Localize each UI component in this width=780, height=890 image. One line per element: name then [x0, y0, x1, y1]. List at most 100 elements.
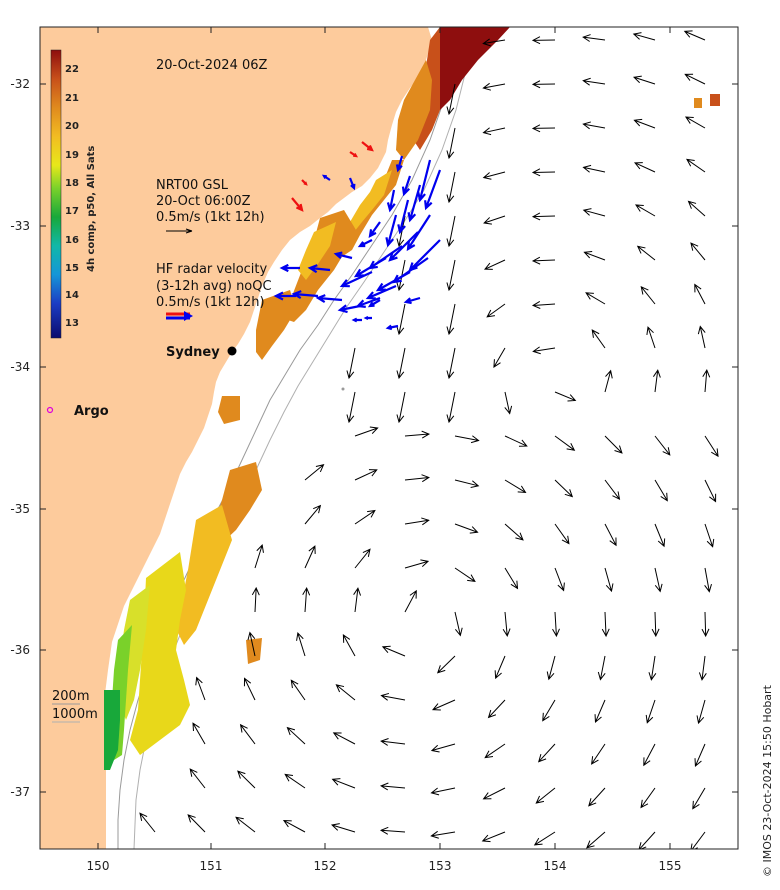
hf-legend-title: HF radar velocity: [156, 262, 268, 277]
ocean-point-marker: [341, 387, 345, 391]
gsl-arrow: [304, 504, 322, 525]
lat-tick-33: -33: [10, 219, 30, 233]
gsl-arrow: [454, 479, 480, 489]
hf-arrow: [348, 177, 356, 191]
gsl-arrow: [290, 679, 306, 701]
gsl-arrow: [353, 587, 362, 613]
gsl-arrow: [454, 435, 480, 444]
gsl-arrow: [582, 121, 606, 130]
argo-label: Argo: [74, 404, 109, 419]
gsl-arrow: [446, 171, 456, 204]
gsl-arrow: [632, 32, 656, 41]
gsl-arrow: [504, 567, 519, 590]
gsl-arrow: [582, 77, 606, 86]
gsl-arrow: [482, 38, 506, 47]
gsl-arrow: [701, 611, 710, 638]
gsl-arrow: [535, 787, 556, 804]
cb-tick-14: 14: [65, 290, 79, 301]
gsl-arrow: [538, 743, 556, 763]
sydney-label: Sydney: [166, 345, 220, 360]
gsl-arrow: [696, 699, 706, 725]
lon-tick-153: 153: [429, 859, 452, 873]
gsl-arrow: [454, 523, 479, 534]
gsl-arrow: [284, 773, 306, 789]
hf-arrow-red: [301, 179, 308, 186]
gsl-arrow: [648, 655, 657, 681]
gsl-arrow: [704, 435, 719, 458]
colorbar-ticks: 22 21 20 19 18 17 16 15 14 13: [65, 64, 79, 329]
hf-arrow: [291, 290, 319, 300]
gsl-arrow: [239, 723, 256, 745]
plot-frame: [39, 26, 739, 850]
argo-marker-icon: [46, 406, 54, 414]
gsl-arrow: [554, 435, 576, 451]
gsl-arrow: [646, 326, 656, 349]
gsl-arrow: [531, 36, 556, 45]
gsl-arrow: [651, 611, 660, 638]
gsl-arrow: [483, 215, 506, 225]
gsl-arrow: [531, 212, 556, 221]
hf-arrow: [406, 214, 431, 252]
cb-tick-19: 19: [65, 150, 79, 161]
date-label: 20-Oct-2024 06Z: [156, 58, 268, 73]
gsl-arrow: [282, 820, 306, 833]
lon-tick-150: 150: [87, 859, 110, 873]
gsl-arrow: [654, 567, 663, 593]
hf-arrow: [395, 155, 404, 173]
hf-arrow: [333, 251, 353, 260]
depth-legend: 200m 1000m: [52, 689, 98, 723]
gsl-arrow: [636, 245, 656, 261]
gsl-arrow: [379, 782, 406, 791]
gsl-arrow: [396, 347, 406, 380]
hf-legend-scale: 0.5m/s (1kt 12h): [156, 295, 265, 310]
gsl-legend-title: NRT00 GSL: [156, 178, 229, 193]
gsl-arrow: [684, 73, 706, 85]
gsl-arrow: [195, 676, 206, 701]
gsl-arrow: [694, 283, 706, 305]
gsl-arrow: [542, 699, 556, 722]
lon-tick-152: 152: [314, 859, 337, 873]
gsl-arrow: [396, 303, 406, 336]
gsl-arrow: [604, 479, 621, 501]
gsl-arrow: [687, 200, 706, 217]
hf-arrow: [388, 231, 419, 262]
gsl-arrow: [251, 586, 260, 613]
gsl-arrow: [346, 391, 356, 424]
gsl-arrow: [446, 215, 456, 248]
hf-arrow: [273, 291, 296, 301]
gsl-arrow: [643, 743, 656, 767]
gsl-arrow: [654, 479, 668, 502]
gsl-arrow: [332, 732, 356, 745]
gsl-arrow: [431, 699, 456, 711]
hf-legend-avg: (3-12h avg) noQC: [156, 279, 272, 294]
gsl-arrow: [554, 523, 570, 545]
gsl-arrow: [446, 303, 456, 336]
gsl-arrow: [404, 474, 430, 483]
gsl-arrow: [379, 826, 406, 835]
lon-tick-155: 155: [659, 859, 682, 873]
gsl-arrow: [381, 645, 406, 657]
gsl-arrow: [304, 545, 316, 569]
lat-tick-37: -37: [10, 785, 30, 799]
gsl-arrow: [531, 256, 556, 265]
gsl-arrow: [604, 369, 613, 393]
sst-swath-south: [104, 94, 720, 770]
gsl-arrow: [634, 204, 656, 217]
gsl-arrow: [531, 124, 556, 133]
gsl-arrow: [690, 242, 706, 261]
hf-arrow: [397, 199, 410, 235]
depth-legend-1000m: 1000m: [52, 707, 98, 722]
gsl-arrow: [302, 586, 311, 613]
gsl-arrow: [582, 34, 606, 42]
gsl-legend: NRT00 GSL 20-Oct 06:00Z 0.5m/s (1kt 12h): [156, 178, 265, 234]
hf-arrow: [365, 284, 397, 300]
gsl-arrow: [585, 292, 606, 305]
gsl-arrow: [694, 743, 706, 768]
gsl-arrow: [582, 208, 606, 217]
hf-arrow: [321, 174, 331, 181]
gsl-arrow: [686, 158, 706, 173]
gsl-arrow: [504, 523, 524, 541]
cb-tick-18: 18: [65, 178, 79, 189]
gsl-arrow: [554, 567, 565, 592]
hf-arrow-red: [291, 197, 304, 212]
